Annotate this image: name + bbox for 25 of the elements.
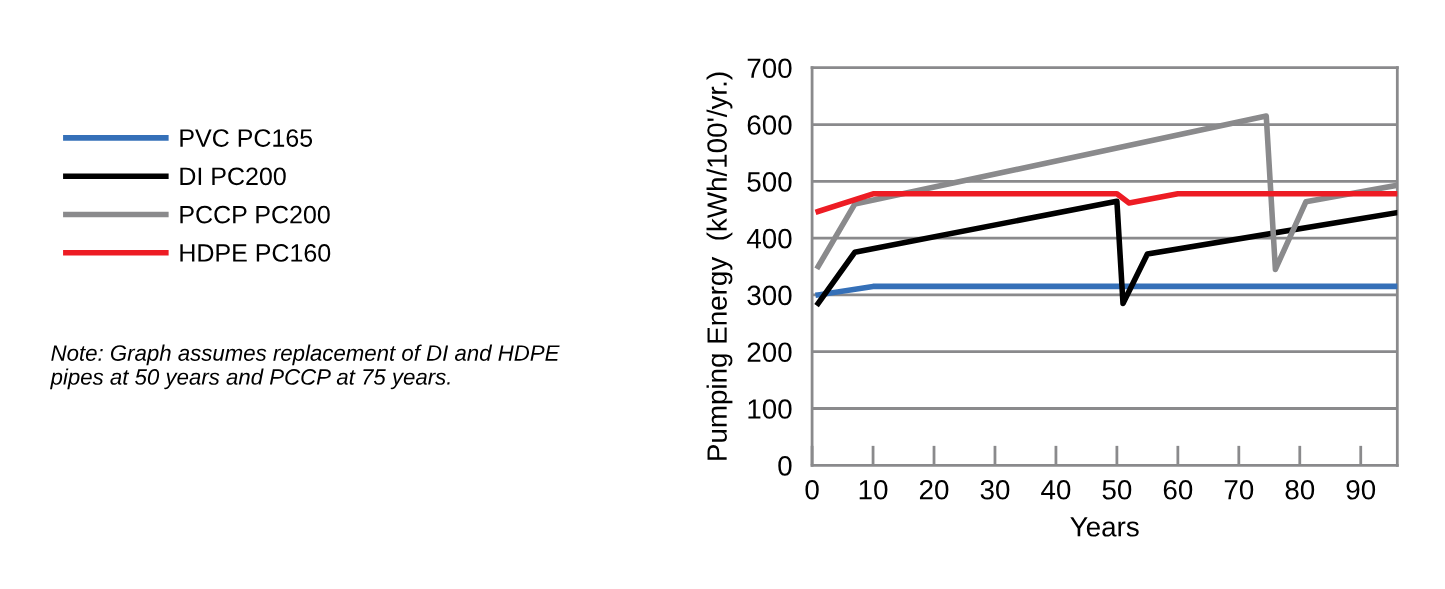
x-tick-label: 90: [1346, 479, 1376, 500]
legend-label: PVC PC165: [180, 129, 313, 147]
x-tick-label: 20: [919, 479, 949, 500]
x-tick-label: 60: [1163, 479, 1193, 500]
y-tick-label: 600: [747, 115, 792, 135]
x-tick-label: 50: [1102, 479, 1132, 500]
y-tick-label: 200: [747, 342, 792, 363]
x-tick-label: 80: [1285, 479, 1315, 500]
y-tick-label: 700: [747, 58, 792, 79]
y-tick-label: 300: [747, 285, 792, 306]
x-tick-label: 30: [980, 479, 1010, 500]
y-tick-label: 500: [747, 172, 792, 192]
legend-label: DI PC200: [180, 167, 286, 186]
text: Note: Graph assumes replacement of DI and HDPE pipes at 50 years and PCCP at 75 years.: [50, 344, 560, 390]
x-tick-label: 10: [859, 479, 888, 500]
y-axis-title: Pumping Energy (kWh/100'/yr.): [706, 72, 733, 460]
y-tick-label: 400: [746, 228, 792, 249]
y-tick-label: 100: [748, 399, 792, 419]
legend-label: HDPE PC160: [180, 244, 331, 262]
x-tick-label: 0: [805, 479, 819, 500]
legend-label: PCCP PC200: [180, 205, 330, 224]
y-tick-label: 0: [778, 455, 792, 476]
x-tick-label: 40: [1041, 479, 1071, 500]
x-tick-label: 70: [1224, 479, 1254, 500]
x-axis-title: Years: [1070, 517, 1139, 537]
